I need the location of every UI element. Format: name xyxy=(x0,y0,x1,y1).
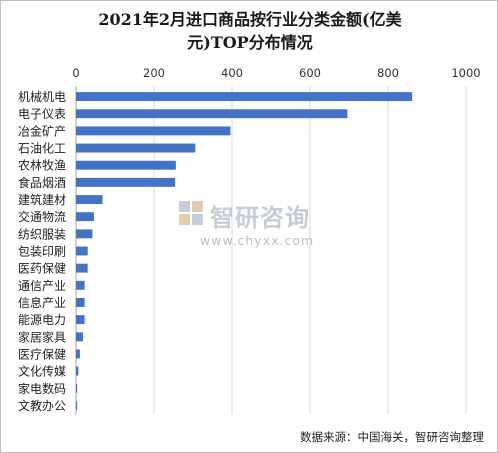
y-category-label: 机械机电 xyxy=(18,89,66,104)
y-category-label: 建筑建材 xyxy=(18,192,66,207)
y-category-label: 包装印刷 xyxy=(18,245,66,259)
y-category-label: 食品烟酒 xyxy=(18,175,66,190)
y-category-label: 医疗保健 xyxy=(18,347,66,361)
y-category-label: 冶金矿产 xyxy=(18,123,66,138)
y-category-label: 纺织服装 xyxy=(18,227,66,241)
watermark-name: 智研咨询 xyxy=(210,204,310,232)
bar xyxy=(76,126,231,136)
watermark-url: www.chyxx.com xyxy=(200,233,315,248)
y-category-label: 文化传媒 xyxy=(18,364,66,379)
y-category-label: 信息产业 xyxy=(18,295,66,310)
y-category-label: 家电数码 xyxy=(18,381,66,396)
x-tick-label: 0 xyxy=(72,66,79,80)
bar xyxy=(76,383,78,393)
watermark: 智研咨询 www.chyxx.com xyxy=(178,198,348,258)
y-category-label: 通信产业 xyxy=(18,279,66,293)
x-tick-label: 200 xyxy=(143,66,165,80)
bar xyxy=(76,315,85,325)
x-tick-label: 1000 xyxy=(451,66,480,80)
bar xyxy=(76,400,78,410)
y-category-label: 能源电力 xyxy=(18,313,66,327)
chart-title-line-1: 2021年2月进口商品按行业分类金额(亿美 xyxy=(98,10,402,29)
bars xyxy=(76,92,413,410)
chart-title-line-2: 元)TOP分布情况 xyxy=(187,33,313,52)
bar xyxy=(76,349,80,359)
source-note: 数据来源：中国海关，智研咨询整理 xyxy=(300,430,484,444)
bar xyxy=(76,143,196,153)
x-tick-label: 800 xyxy=(377,66,399,80)
y-category-label: 医药保健 xyxy=(18,262,66,276)
x-tick-label: 600 xyxy=(299,66,321,80)
y-category-label: 电子仪表 xyxy=(18,107,66,121)
y-category-label: 交通物流 xyxy=(18,209,66,224)
bar xyxy=(76,109,348,119)
y-category-label: 农林牧渔 xyxy=(18,159,66,173)
y-axis-labels: 机械机电电子仪表冶金矿产石油化工农林牧渔食品烟酒建筑建材交通物流纺织服装包装印刷… xyxy=(18,89,66,413)
bar xyxy=(76,263,88,273)
chyxx-logo-icon xyxy=(179,201,203,225)
bar xyxy=(76,366,79,376)
bar xyxy=(76,160,176,170)
bar xyxy=(76,246,88,256)
chart-title: 2021年2月进口商品按行业分类金额(亿美 元)TOP分布情况 xyxy=(60,8,440,54)
bar xyxy=(76,92,413,102)
y-category-label: 石油化工 xyxy=(18,142,66,156)
bar xyxy=(76,229,93,239)
bar xyxy=(76,332,84,342)
x-axis-ticks: 0 200 400 600 800 1000 xyxy=(72,66,480,80)
y-category-label: 文教办公 xyxy=(18,398,66,413)
bar xyxy=(76,177,176,187)
bar xyxy=(76,280,85,290)
bar xyxy=(76,195,103,204)
bar xyxy=(76,212,94,222)
bar xyxy=(76,298,85,307)
x-tick-label: 400 xyxy=(221,66,243,80)
gridlines xyxy=(75,86,467,414)
y-category-label: 家居家具 xyxy=(18,329,66,344)
